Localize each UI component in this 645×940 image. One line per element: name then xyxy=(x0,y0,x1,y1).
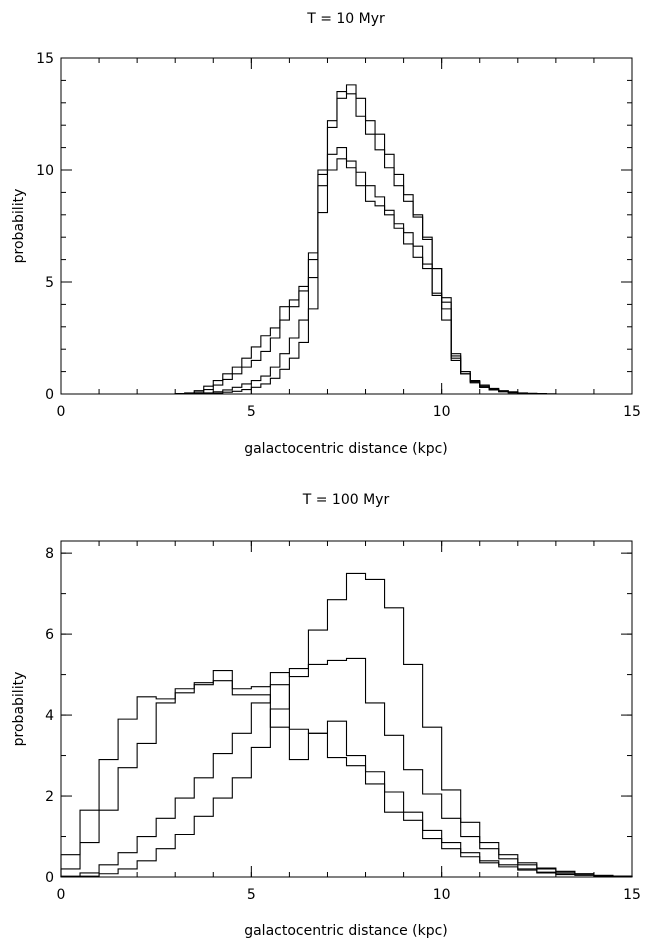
plot-frame xyxy=(60,57,633,395)
y-tick-label: 10 xyxy=(36,163,54,179)
x-axis-label: galactocentric distance (kpc) xyxy=(244,441,448,457)
y-tick-label: 8 xyxy=(45,546,54,562)
y-tick-label: 6 xyxy=(45,627,54,643)
x-tick-label: 10 xyxy=(433,887,451,903)
x-tick-label: 15 xyxy=(623,887,641,903)
y-tick-label: 4 xyxy=(45,708,54,724)
histogram-series xyxy=(174,84,557,395)
x-tick-label: 0 xyxy=(57,887,66,903)
plot-frame xyxy=(60,540,633,878)
axis-ticks xyxy=(60,57,633,395)
x-tick-label: 0 xyxy=(57,404,66,420)
histogram-series-2 xyxy=(60,680,633,878)
histogram-series-4 xyxy=(61,572,633,878)
tick-labels: 0 5 10 15 0 2 4 6 8 xyxy=(45,546,641,903)
x-tick-label: 10 xyxy=(433,404,451,420)
y-axis-label: probability xyxy=(11,189,27,264)
panel-t10: T = 10 Myr 0 5 10 15 0 5 10 15 galactocentric d… xyxy=(11,11,641,457)
x-tick-label: 15 xyxy=(623,404,641,420)
chart-title: T = 100 Myr xyxy=(302,492,390,508)
y-tick-label: 15 xyxy=(36,51,54,67)
histogram-series-3 xyxy=(60,657,633,877)
histogram-series-1 xyxy=(60,669,633,877)
chart-title: T = 10 Myr xyxy=(306,11,385,27)
histogram-series-4 xyxy=(175,84,556,395)
y-tick-label: 5 xyxy=(45,275,54,291)
x-axis-label: galactocentric distance (kpc) xyxy=(244,923,448,939)
y-tick-label: 0 xyxy=(45,870,54,886)
y-axis-label: probability xyxy=(11,672,27,747)
histogram-series-3 xyxy=(175,91,556,395)
histogram-series-2 xyxy=(174,147,556,395)
panel-t100: T = 100 Myr 0 5 10 15 0 2 4 6 8 galactocentric d… xyxy=(11,492,641,939)
y-tick-label: 2 xyxy=(45,789,54,805)
y-tick-label: 0 xyxy=(45,387,54,403)
histogram-series xyxy=(60,572,633,878)
x-tick-label: 5 xyxy=(247,404,256,420)
histogram-series-1 xyxy=(174,158,557,395)
tick-labels: 0 5 10 15 0 5 10 15 xyxy=(36,51,641,420)
x-tick-label: 5 xyxy=(247,887,256,903)
